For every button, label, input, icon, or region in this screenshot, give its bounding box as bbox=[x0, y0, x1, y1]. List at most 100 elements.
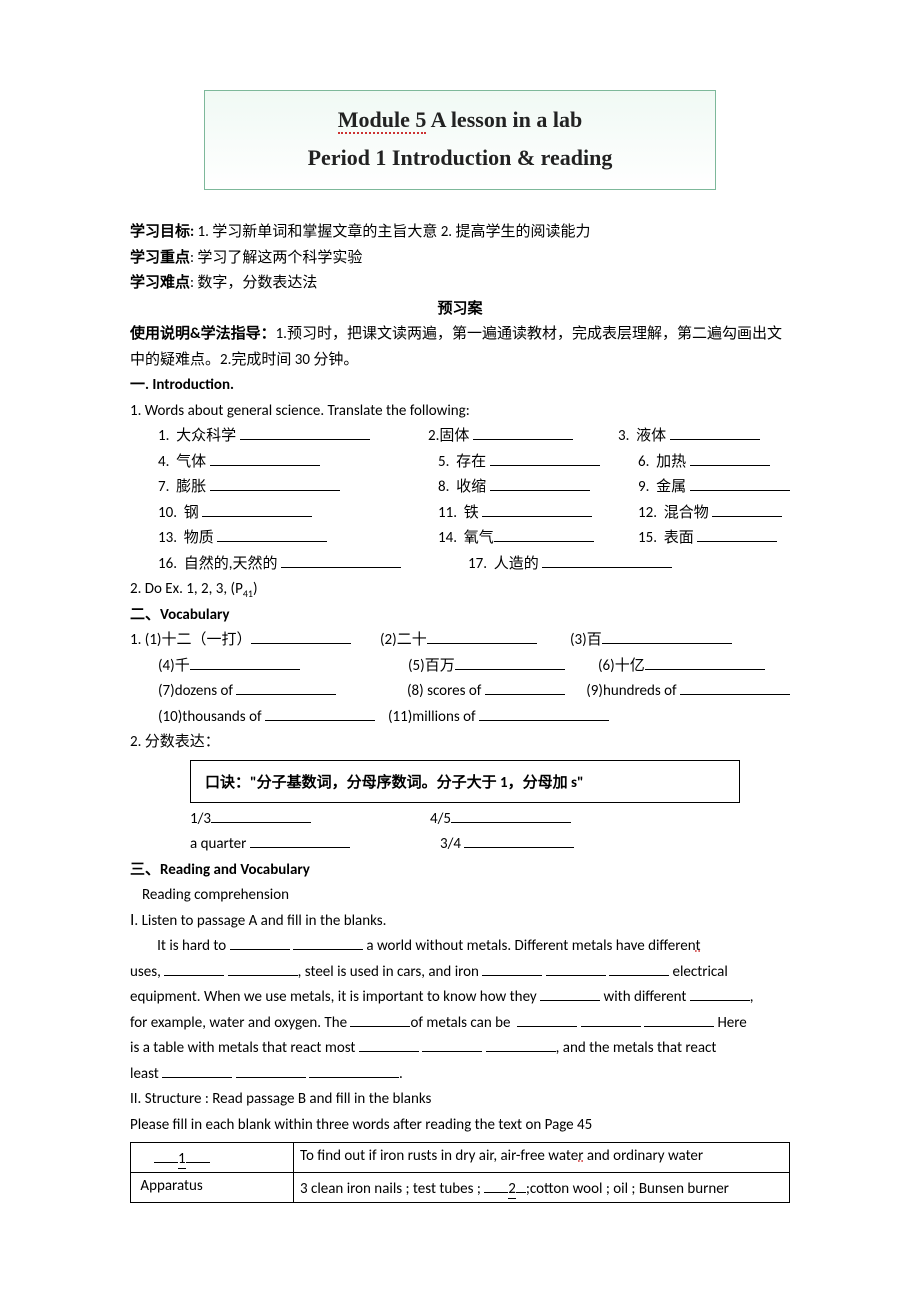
vocab2-row-4: (10)thousands of (11)millions of bbox=[130, 705, 790, 731]
vocab2-row-1: 1. (1)十二（一打） (2)二十 (3)百 bbox=[130, 628, 790, 654]
v2-i2: (2)二十 bbox=[380, 631, 427, 649]
preview-title: 预习案 bbox=[130, 297, 790, 323]
vocab2-row-2: (4)千 (5)百万 (6)十亿 bbox=[130, 654, 790, 680]
sec3-part1-title: Ⅰ. Listen to passage A and fill in the b… bbox=[130, 909, 790, 935]
item-11: 11. 铁 bbox=[438, 504, 482, 522]
vocab-row-3: 7. 膨胀 8. 收缩 9. 金属 bbox=[130, 475, 790, 501]
title-main: Module 5 A lesson in a lab bbox=[205, 107, 715, 133]
vocab-row-2: 4. 气体 5. 存在 6. 加热 bbox=[130, 450, 790, 476]
instructions-line: 使用说明&学法指导：1.预习时，把课文读两遍，第一遍通读教材，完成表层理解，第二… bbox=[130, 322, 790, 373]
p1l6b: . bbox=[399, 1065, 403, 1083]
p1l5a: is a table with metals that react most bbox=[130, 1039, 359, 1057]
item-14: 14. 氧气 bbox=[438, 529, 494, 547]
v2-i10: (10)thousands of bbox=[158, 708, 265, 726]
vocab-row-6: 16. 自然的,天然的 17. 人造的 bbox=[130, 552, 790, 578]
vocab-row-1: 1. 大众科学 2.固体 3. 液体 bbox=[130, 424, 790, 450]
formula-box: 口诀："分子基数词，分母序数词。分子大于 1，分母加 s" bbox=[190, 760, 740, 803]
focus-label: 学习重点 bbox=[130, 249, 190, 267]
r1c2-end: and ordinary water bbox=[583, 1147, 703, 1165]
q2-text: 2. Do Ex. 1, 2, 3, (P bbox=[130, 580, 243, 598]
v2-i11: (11)millions of bbox=[388, 708, 479, 726]
q2-end: ) bbox=[253, 580, 258, 598]
cell-1-2: To find out if iron rusts in dry air, ai… bbox=[294, 1143, 790, 1173]
p1l4c: Here bbox=[714, 1014, 747, 1032]
structure-table: 1 To find out if iron rusts in dry air, … bbox=[130, 1142, 790, 1203]
cell-1-1: 1 bbox=[131, 1143, 294, 1173]
r1c1-blank: 1 bbox=[178, 1150, 186, 1169]
v2-i5: (5)百万 bbox=[408, 657, 455, 675]
passage-l4: for example, water and oxygen. The of me… bbox=[130, 1011, 790, 1037]
p1l2c: electrical bbox=[669, 963, 728, 981]
goals-line: 学习目标: 1. 学习新单词和掌握文章的主旨大意 2. 提高学生的阅读能力 bbox=[130, 220, 790, 246]
v2-i1: 1. (1)十二（一打） bbox=[130, 631, 251, 649]
sec3-heading: 三、Reading and Vocabulary bbox=[130, 858, 790, 884]
q2-sub: 41 bbox=[243, 587, 253, 600]
passage-l6: least . bbox=[130, 1062, 790, 1088]
r2c1: Apparatus bbox=[140, 1177, 202, 1195]
item-12: 12. 混合物 bbox=[638, 504, 712, 522]
table-row: 1 To find out if iron rusts in dry air, … bbox=[131, 1143, 790, 1173]
difficulty-label: 学习难点 bbox=[130, 274, 190, 292]
difficulty-line: 学习难点: 数字，分数表达法 bbox=[130, 271, 790, 297]
p1l3a: equipment. When we use metals, it is imp… bbox=[130, 988, 540, 1006]
item-7: 7. 膨胀 bbox=[158, 478, 210, 496]
sec3-part2-sub: Please fill in each blank within three w… bbox=[130, 1113, 790, 1139]
p1l6a: least bbox=[130, 1065, 162, 1083]
item-2: 2.固体 bbox=[428, 427, 473, 445]
vocab-row-4: 10. 钢 11. 铁 12. 混合物 bbox=[130, 501, 790, 527]
v2-i4: (4)千 bbox=[158, 657, 190, 675]
fraction-row-1: 1/3 4/5 bbox=[130, 807, 790, 833]
sec3-sub: Reading comprehension bbox=[130, 883, 790, 909]
p1l1b: a world without metals. Different metals… bbox=[363, 937, 696, 955]
item-17: 17. 人造的 bbox=[468, 555, 542, 573]
goals-label: 学习目标: bbox=[130, 223, 194, 241]
title-box: Module 5 A lesson in a lab Period 1 Intr… bbox=[204, 90, 716, 190]
title-sub: Period 1 Introduction & reading bbox=[205, 145, 715, 171]
frac-2: 4/5 bbox=[430, 810, 451, 828]
item-13: 13. 物质 bbox=[158, 529, 217, 547]
item-15: 15. 表面 bbox=[638, 529, 697, 547]
item-9: 9. 金属 bbox=[638, 478, 690, 496]
goals-text: 1. 学习新单词和掌握文章的主旨大意 2. 提高学生的阅读能力 bbox=[194, 223, 590, 241]
difficulty-text: : 数字，分数表达法 bbox=[190, 274, 317, 292]
v2-i7: (7)dozens of bbox=[158, 682, 236, 700]
title-main-prefix: Module 5 bbox=[338, 107, 427, 134]
p1l1c: t bbox=[696, 937, 701, 955]
p1l2a: uses, bbox=[130, 963, 164, 981]
v2-i8: (8) scores of bbox=[407, 682, 485, 700]
item-8: 8. 收缩 bbox=[438, 478, 490, 496]
passage-l5: is a table with metals that react most ,… bbox=[130, 1036, 790, 1062]
cell-2-1: Apparatus bbox=[131, 1173, 294, 1203]
passage-l2: uses, , steel is used in cars, and iron … bbox=[130, 960, 790, 986]
focus-text: : 学习了解这两个科学实验 bbox=[190, 249, 362, 267]
item-5: 5. 存在 bbox=[438, 453, 490, 471]
sec1-q2: 2. Do Ex. 1, 2, 3, (P41) bbox=[130, 577, 790, 603]
sec2-heading: 二、Vocabulary bbox=[130, 603, 790, 629]
item-1: 1. 大众科学 bbox=[158, 427, 240, 445]
p1l1a: It is hard to bbox=[157, 937, 229, 955]
r2c2b: ;cotton wool ; oil ; Bunsen burner bbox=[526, 1180, 729, 1198]
p1l4a: for example, water and oxygen. The bbox=[130, 1014, 350, 1032]
item-4: 4. 气体 bbox=[158, 453, 210, 471]
v2-i6: (6)十亿 bbox=[598, 657, 645, 675]
v2-i9: (9)hundreds of bbox=[586, 682, 680, 700]
p1l2b: , steel is used in cars, and iron bbox=[298, 963, 483, 981]
p1l5b: , and the metals that react bbox=[556, 1039, 717, 1057]
sec1-heading: 一. Introduction. bbox=[130, 373, 790, 399]
vocab2-row-3: (7)dozens of (8) scores of (9)hundreds o… bbox=[130, 679, 790, 705]
frac-4: 3/4 bbox=[440, 835, 464, 853]
item-10: 10. 钢 bbox=[158, 504, 202, 522]
item-6: 6. 加热 bbox=[638, 453, 690, 471]
p1l3c: , bbox=[750, 988, 754, 1006]
passage-l1: It is hard to a world without metals. Di… bbox=[130, 934, 790, 960]
frac-3: a quarter bbox=[190, 835, 250, 853]
fraction-label: 2. 分数表达： bbox=[130, 730, 790, 756]
fraction-row-2: a quarter 3/4 bbox=[130, 832, 790, 858]
r2c2-blank: 2 bbox=[508, 1180, 516, 1199]
v2-i3: (3)百 bbox=[570, 631, 602, 649]
p1l3b: with different bbox=[600, 988, 690, 1006]
item-3: 3. 液体 bbox=[618, 427, 670, 445]
sec1-q1: 1. Words about general science. Translat… bbox=[130, 399, 790, 425]
cell-2-2: 3 clean iron nails ; test tubes ; 2 ;cott… bbox=[294, 1173, 790, 1203]
r2c2a: 3 clean iron nails ; test tubes ; bbox=[300, 1180, 484, 1198]
